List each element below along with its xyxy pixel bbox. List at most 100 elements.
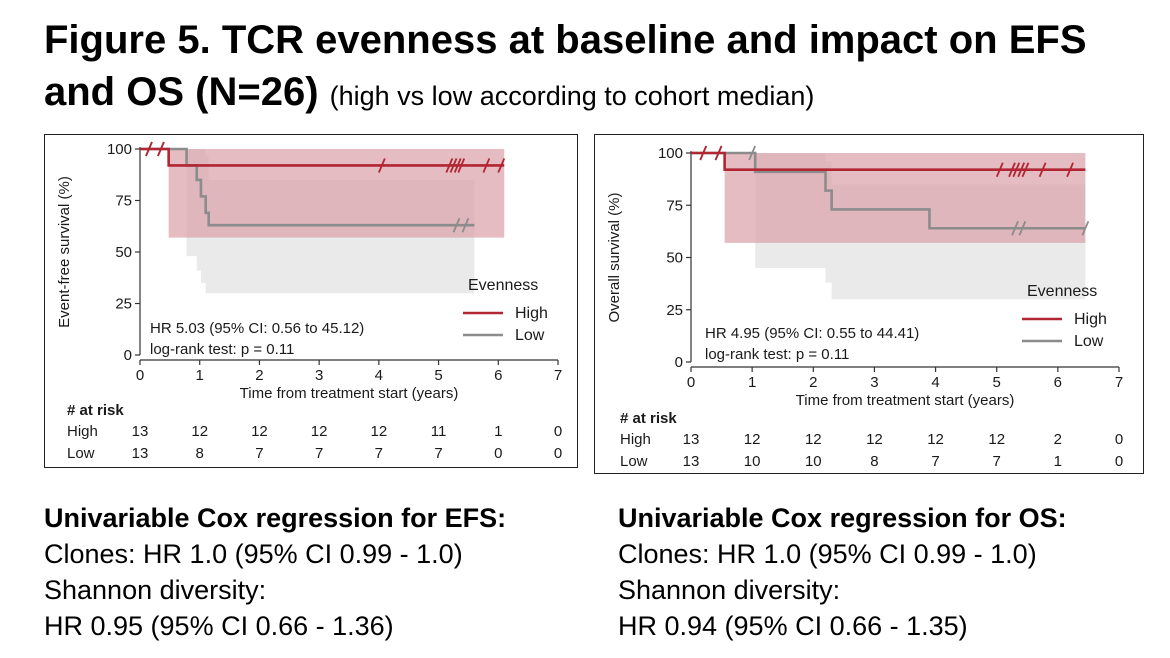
efs-risk-cell: 12 xyxy=(311,423,328,440)
os-censor-mark-high xyxy=(1017,162,1025,178)
os-x-tick-label: 1 xyxy=(748,374,756,391)
efs-x-tick-label: 4 xyxy=(375,367,383,384)
cox-os-summary: Univariable Cox regression for OS: Clone… xyxy=(618,500,1158,644)
efs-x-tick-label: 7 xyxy=(554,367,562,384)
os-km-line-low xyxy=(691,151,1086,230)
os-risk-cell: 12 xyxy=(927,431,944,448)
os-risk-cell: 12 xyxy=(805,431,822,448)
os-risk-row-label: High xyxy=(620,431,651,448)
efs-risk-cell: 7 xyxy=(434,445,442,462)
efs-risk-row-label: High xyxy=(67,423,98,440)
efs-y-tick-label: 100 xyxy=(107,141,132,158)
os-x-tick-label: 3 xyxy=(870,374,878,391)
os-legend-label-high: High xyxy=(1074,311,1107,328)
os-censor-mark-high xyxy=(1012,162,1021,178)
efs-x-tick-label: 5 xyxy=(434,367,442,384)
efs-hr-annotation: HR 5.03 (95% CI: 0.56 to 45.12) xyxy=(150,320,364,337)
os-risk-cell: 12 xyxy=(988,431,1005,448)
os-risk-cell: 7 xyxy=(931,453,939,470)
os-censor-mark-high xyxy=(699,145,708,161)
os-censor-mark-high xyxy=(995,162,1004,178)
efs-x-axis-label: Time from treatment start (years) xyxy=(240,385,459,402)
efs-risk-cell: 7 xyxy=(315,445,323,462)
os-x-tick-label: 6 xyxy=(1054,374,1062,391)
figure-title-main: Figure 5. TCR evenness at baseline and i… xyxy=(44,18,1087,114)
efs-censor-mark-low xyxy=(461,217,470,233)
efs-risk-cell: 13 xyxy=(132,423,149,440)
efs-censor-mark-high xyxy=(378,158,386,173)
efs-x-tick-label: 2 xyxy=(255,367,263,384)
efs-legend-title: Evenness xyxy=(468,277,538,294)
os-risk-cell: 1 xyxy=(1054,453,1062,470)
efs-censor-mark-high xyxy=(145,141,153,157)
efs-risk-row-label: Low xyxy=(67,445,95,462)
os-risk-cell: 10 xyxy=(744,453,761,470)
os-censor-mark-low xyxy=(1011,220,1019,236)
os-km-line-high xyxy=(691,151,1086,172)
efs-risk-cell: 0 xyxy=(494,445,502,462)
efs-legend-label-low: Low xyxy=(515,327,545,344)
os-risk-cell: 13 xyxy=(683,453,700,470)
efs-y-tick-label: 50 xyxy=(115,244,132,261)
cox-efs-summary: Univariable Cox regression for EFS: Clon… xyxy=(44,500,584,644)
efs-risk-cell: 7 xyxy=(375,445,383,462)
os-risk-cell: 12 xyxy=(744,431,761,448)
os-x-tick-label: 2 xyxy=(809,374,817,391)
efs-km-plot: 0 25 50 75 100 0 1 2 3 4 5 6 7 Event-free survival (%… xyxy=(56,141,562,462)
efs-y-axis-label: Event-free survival (%) xyxy=(56,176,73,328)
os-censor-mark-high xyxy=(1008,162,1016,178)
efs-y-tick-label: 75 xyxy=(115,193,132,210)
cox-os-heading: Univariable Cox regression for OS: xyxy=(618,503,1067,533)
os-censor-mark-high xyxy=(714,145,723,161)
os-y-tick-label: 25 xyxy=(666,302,683,319)
efs-logrank-annotation: log-rank test: p = 0.11 xyxy=(150,341,294,358)
cox-os-clones: Clones: HR 1.0 (95% CI 0.99 - 1.0) xyxy=(618,539,1037,569)
efs-x-tick-label: 6 xyxy=(494,367,502,384)
efs-risk-cell: 0 xyxy=(554,423,562,440)
os-x-tick-label: 4 xyxy=(931,374,939,391)
os-risk-cell: 10 xyxy=(805,453,822,470)
os-risk-cell: 2 xyxy=(1054,431,1062,448)
efs-risk-cell: 12 xyxy=(251,423,268,440)
efs-y-tick-label: 25 xyxy=(115,296,132,313)
efs-censor-mark-high xyxy=(157,141,165,157)
os-risk-cell: 7 xyxy=(993,453,1001,470)
efs-km-line-high xyxy=(140,147,505,167)
os-risk-cell: 13 xyxy=(683,431,700,448)
os-risk-table-title: # at risk xyxy=(620,410,677,427)
efs-risk-cell: 13 xyxy=(132,445,149,462)
cox-efs-heading: Univariable Cox regression for EFS: xyxy=(44,503,507,533)
os-censor-mark-low xyxy=(748,145,756,161)
efs-x-tick-label: 3 xyxy=(315,367,323,384)
os-risk-row-label: Low xyxy=(620,453,648,470)
efs-risk-cell: 11 xyxy=(431,423,447,440)
os-x-tick-label: 7 xyxy=(1115,374,1123,391)
os-censor-mark-high xyxy=(1038,162,1047,178)
efs-x-tick-label: 0 xyxy=(136,367,144,384)
efs-risk-table-title: # at risk xyxy=(67,402,124,419)
efs-km-line-low xyxy=(140,147,475,227)
os-x-tick-label: 5 xyxy=(993,374,1001,391)
os-censor-mark-high xyxy=(1021,162,1030,178)
figure-title-subtitle: (high vs low according to cohort median) xyxy=(329,81,815,111)
cox-os-shannon-label: Shannon diversity: xyxy=(618,575,841,605)
os-hr-annotation: HR 4.95 (95% CI: 0.55 to 44.41) xyxy=(705,325,919,342)
os-x-tick-label: 0 xyxy=(687,374,695,391)
efs-censor-mark-high xyxy=(482,158,491,173)
cox-efs-clones: Clones: HR 1.0 (95% CI 0.99 - 1.0) xyxy=(44,539,463,569)
os-risk-cell: 12 xyxy=(866,431,883,448)
efs-ci-band-high xyxy=(168,149,505,238)
os-chart-panel: 0 25 50 75 100 0 1 2 3 4 5 6 7 Overall survival (%) Ti… xyxy=(594,134,1144,474)
figure-title: Figure 5. TCR evenness at baseline and i… xyxy=(44,14,1154,122)
efs-censor-mark-high xyxy=(453,158,462,173)
efs-risk-cell: 0 xyxy=(554,445,562,462)
os-legend-title: Evenness xyxy=(1027,283,1097,300)
os-logrank-annotation: log-rank test: p = 0.11 xyxy=(705,346,849,363)
efs-censor-mark-high xyxy=(449,158,458,173)
efs-risk-cell: 7 xyxy=(255,445,263,462)
efs-risk-cell: 12 xyxy=(191,423,208,440)
efs-censor-mark-high xyxy=(457,158,466,173)
efs-risk-cell: 8 xyxy=(196,445,204,462)
os-y-axis-label: Overall survival (%) xyxy=(606,192,623,322)
